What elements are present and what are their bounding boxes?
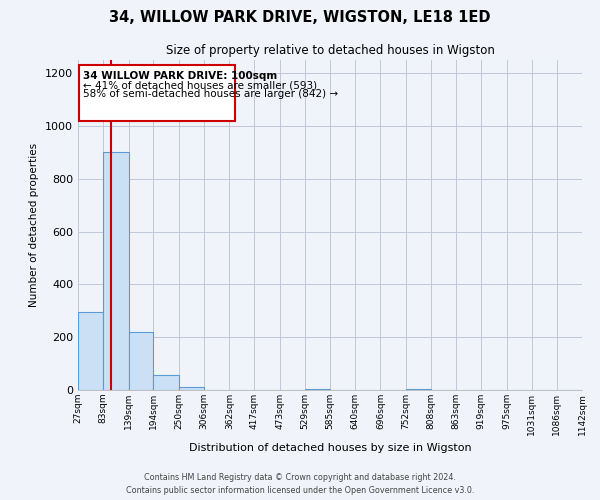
Bar bbox=[406, 388, 431, 390]
Text: 34, WILLOW PARK DRIVE, WIGSTON, LE18 1ED: 34, WILLOW PARK DRIVE, WIGSTON, LE18 1ED bbox=[109, 10, 491, 25]
Y-axis label: Number of detached properties: Number of detached properties bbox=[29, 143, 40, 307]
Bar bbox=[154, 376, 179, 390]
Bar bbox=[79, 66, 235, 120]
Bar bbox=[179, 388, 204, 390]
Text: 34 WILLOW PARK DRIVE: 100sqm: 34 WILLOW PARK DRIVE: 100sqm bbox=[83, 71, 277, 81]
Bar bbox=[78, 312, 103, 390]
Bar bbox=[103, 152, 128, 390]
Title: Size of property relative to detached houses in Wigston: Size of property relative to detached ho… bbox=[166, 44, 494, 58]
Bar bbox=[128, 332, 154, 390]
Bar bbox=[305, 388, 330, 390]
X-axis label: Distribution of detached houses by size in Wigston: Distribution of detached houses by size … bbox=[188, 443, 472, 453]
Text: ← 41% of detached houses are smaller (593): ← 41% of detached houses are smaller (59… bbox=[83, 80, 317, 90]
Text: Contains HM Land Registry data © Crown copyright and database right 2024.
Contai: Contains HM Land Registry data © Crown c… bbox=[126, 474, 474, 495]
Text: 58% of semi-detached houses are larger (842) →: 58% of semi-detached houses are larger (… bbox=[83, 89, 338, 99]
